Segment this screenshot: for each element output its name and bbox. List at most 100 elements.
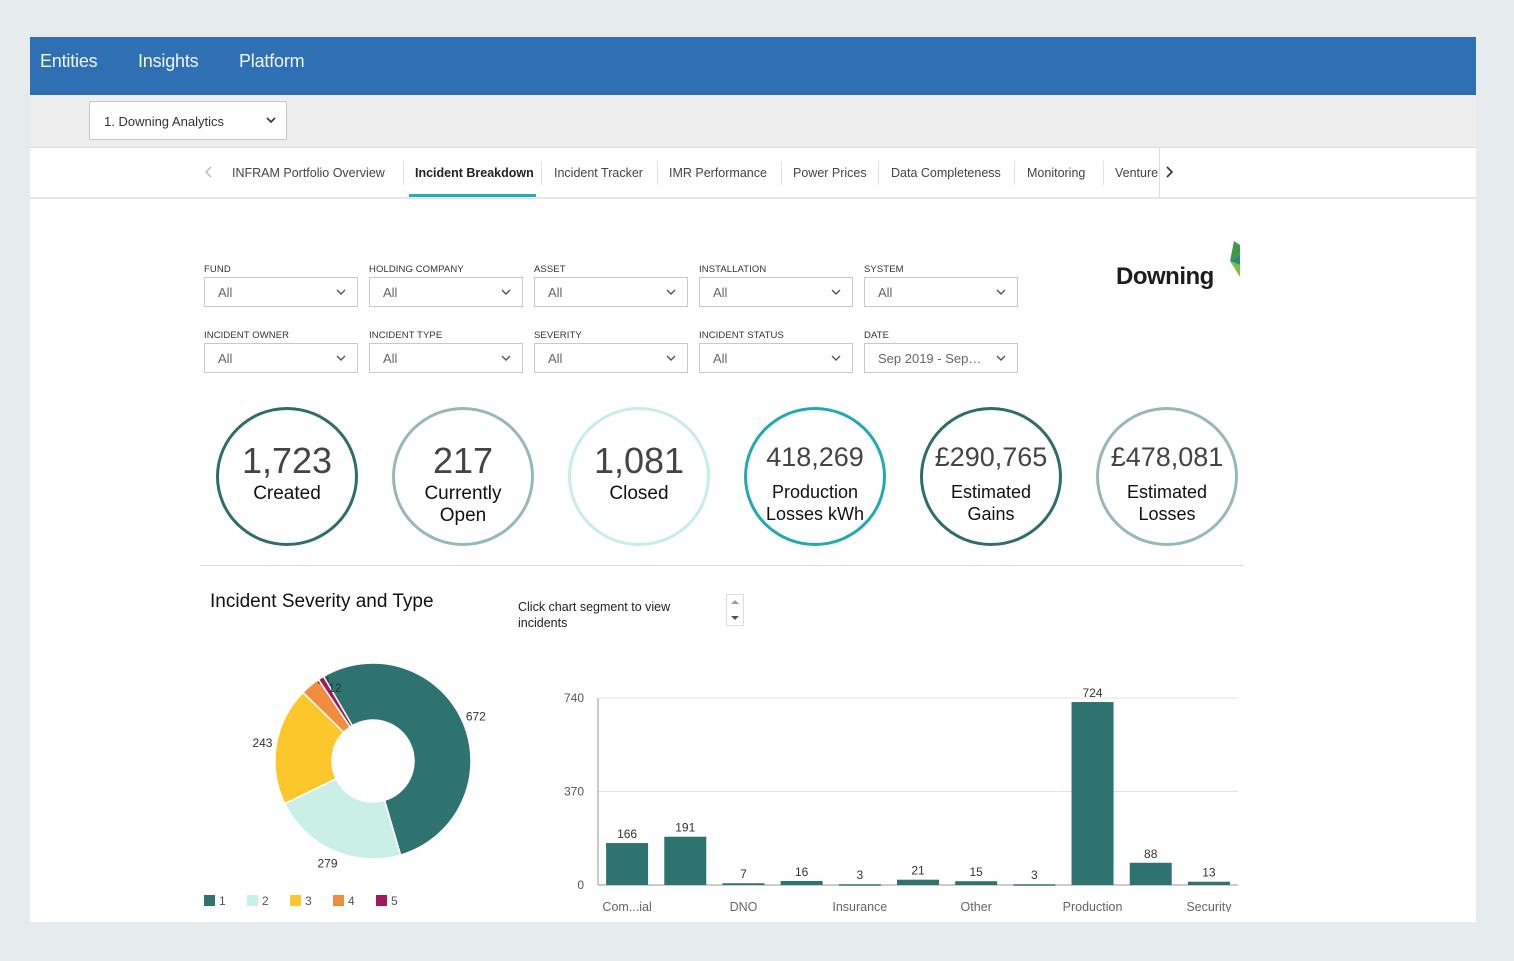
severity-donut-chart[interactable]: 6722792434112 xyxy=(250,637,490,877)
chevron-down-icon xyxy=(831,289,841,295)
tab-monitoring[interactable]: Monitoring xyxy=(1027,166,1086,180)
kpi-created-value: 1,723 xyxy=(241,440,333,481)
severity-select[interactable]: All xyxy=(534,343,688,373)
legend-swatch xyxy=(290,895,301,906)
bar[interactable] xyxy=(780,880,823,885)
holding-company-select[interactable]: All xyxy=(369,277,523,307)
holding-company-select-value: All xyxy=(383,285,398,300)
bar-data-label: 21 xyxy=(911,864,925,878)
tab-power-prices[interactable]: Power Prices xyxy=(793,166,867,180)
app-window: Entities Insights Platform 1. Downing An… xyxy=(30,37,1476,922)
nav-platform[interactable]: Platform xyxy=(239,51,305,71)
legend-item-3[interactable]: 3 xyxy=(290,894,312,908)
chevron-down-icon xyxy=(266,117,276,124)
tab-imr-performance[interactable]: IMR Performance xyxy=(669,166,767,180)
installation-select[interactable]: All xyxy=(699,277,853,307)
chevron-left-icon[interactable] xyxy=(202,164,216,180)
kpi-estimated-gains[interactable]: £290,765 Estimated Gains xyxy=(920,407,1062,546)
bar[interactable] xyxy=(955,881,998,885)
incident-owner-select-value: All xyxy=(218,351,233,366)
bar-data-label: 16 xyxy=(795,865,809,879)
bar[interactable] xyxy=(1129,862,1172,885)
bar[interactable] xyxy=(1187,881,1230,885)
donut-slice-5[interactable] xyxy=(317,675,354,728)
chevron-down-icon xyxy=(996,289,1006,295)
kpi-estimated-losses-label-2: Losses xyxy=(1138,504,1196,524)
chevron-down-icon xyxy=(501,289,511,295)
section-title: Incident Severity and Type xyxy=(210,591,434,612)
filter-label-date: DATE xyxy=(864,330,890,341)
kpi-closed[interactable]: 1,081 Closed xyxy=(568,407,710,546)
bar[interactable] xyxy=(897,879,939,885)
nav-insights[interactable]: Insights xyxy=(138,51,199,71)
kpi-production-losses[interactable]: 418,269 Production Losses kWh xyxy=(744,407,886,546)
legend-label: 1 xyxy=(219,894,226,908)
system-select[interactable]: All xyxy=(864,277,1018,307)
workspace-select-value: 1. Downing Analytics xyxy=(104,114,224,129)
filter-label-incident-type: INCIDENT TYPE xyxy=(369,330,443,341)
donut-slice-3[interactable] xyxy=(274,691,345,805)
tab-incident-breakdown[interactable]: Incident Breakdown xyxy=(415,166,534,180)
kpi-created[interactable]: 1,723 Created xyxy=(216,407,358,546)
bar[interactable] xyxy=(606,843,649,885)
x-tick-label: DNO xyxy=(730,900,758,912)
incident-type-select[interactable]: All xyxy=(369,343,523,373)
kpi-currently-open-value: 217 xyxy=(432,440,494,481)
kpi-closed-label: Closed xyxy=(609,483,669,504)
workspace-select[interactable]: 1. Downing Analytics xyxy=(89,101,287,140)
incident-type-bar-chart[interactable]: 0370740166Com...ial191Communication7DNO1… xyxy=(520,647,1250,912)
donut-slice-1[interactable] xyxy=(322,662,472,856)
legend-label: 2 xyxy=(262,894,269,908)
legend-label: 4 xyxy=(348,894,355,908)
legend-item-5[interactable]: 5 xyxy=(376,894,398,908)
tab-divider xyxy=(1103,161,1104,185)
legend-item-1[interactable]: 1 xyxy=(204,894,226,908)
bar-data-label: 3 xyxy=(856,868,863,882)
y-tick-label: 0 xyxy=(577,878,584,892)
donut-data-label: 243 xyxy=(252,736,272,750)
bar-data-label: 724 xyxy=(1083,686,1103,700)
donut-slice-2[interactable] xyxy=(283,777,402,860)
nav-entities[interactable]: Entities xyxy=(40,51,98,71)
kpi-closed-value: 1,081 xyxy=(593,440,685,481)
kpi-estimated-losses[interactable]: £478,081 Estimated Losses xyxy=(1096,407,1238,546)
x-tick-label: Com...ial xyxy=(602,900,651,912)
kpi-currently-open[interactable]: 217 Currently Open xyxy=(392,407,534,546)
bar[interactable] xyxy=(1013,884,1056,886)
bar[interactable] xyxy=(838,884,881,886)
donut-data-label: 672 xyxy=(466,710,486,724)
chevron-right-icon[interactable] xyxy=(1162,164,1176,180)
chevron-down-icon xyxy=(336,355,346,361)
asset-select[interactable]: All xyxy=(534,277,688,307)
legend-item-4[interactable]: 4 xyxy=(333,894,355,908)
chevron-down-icon xyxy=(731,616,739,620)
tab-data-completeness[interactable]: Data Completeness xyxy=(891,166,1001,180)
x-tick-label: Insurance xyxy=(832,900,887,912)
legend-label: 5 xyxy=(391,894,398,908)
incident-owner-select[interactable]: All xyxy=(204,343,358,373)
kpi-estimated-gains-value: £290,765 xyxy=(934,442,1048,472)
tab-divider xyxy=(1014,161,1015,185)
incident-status-select-value: All xyxy=(713,351,728,366)
tab-venture[interactable]: Venture xyxy=(1115,166,1159,180)
filter-label-asset: ASSET xyxy=(534,264,566,275)
legend-swatch xyxy=(247,895,258,906)
filter-label-system: SYSTEM xyxy=(864,264,904,275)
incident-status-select[interactable]: All xyxy=(699,343,853,373)
donut-data-label: 279 xyxy=(318,856,338,870)
bar[interactable] xyxy=(1071,702,1114,885)
x-tick-label: Other xyxy=(961,900,992,912)
bar-data-label: 7 xyxy=(740,867,747,881)
kpi-estimated-gains-label-1: Estimated xyxy=(950,482,1032,502)
kpi-production-losses-label-2: Losses kWh xyxy=(765,504,865,524)
bar[interactable] xyxy=(722,883,765,885)
fund-select[interactable]: All xyxy=(204,277,358,307)
tab-incident-tracker[interactable]: Incident Tracker xyxy=(554,166,643,180)
legend-item-2[interactable]: 2 xyxy=(247,894,269,908)
logo-wordmark: Downing xyxy=(1116,263,1214,290)
hint-scroll-stepper[interactable] xyxy=(726,594,744,626)
date-range-select[interactable]: Sep 2019 - Sep… xyxy=(864,343,1018,373)
bar-data-label: 191 xyxy=(675,821,695,835)
bar[interactable] xyxy=(664,836,707,885)
tab-infram-portfolio-overview[interactable]: INFRAM Portfolio Overview xyxy=(232,166,385,180)
